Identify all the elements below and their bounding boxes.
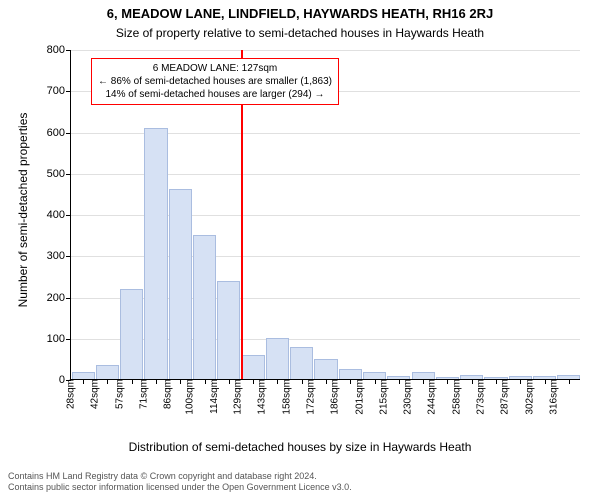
xtick-label: 158sqm bbox=[275, 379, 292, 415]
ytick-label: 300 bbox=[47, 250, 71, 262]
xtick-label: 273sqm bbox=[470, 379, 487, 415]
xtick-label: 129sqm bbox=[227, 379, 244, 415]
xtick-label: 287sqm bbox=[494, 379, 511, 415]
xtick-label: 143sqm bbox=[251, 379, 268, 415]
bar bbox=[314, 359, 337, 379]
bar bbox=[193, 235, 216, 379]
xtick-mark bbox=[569, 379, 570, 384]
bar bbox=[96, 365, 119, 379]
bar bbox=[339, 369, 362, 379]
bar bbox=[144, 128, 167, 379]
bar bbox=[363, 372, 386, 379]
annotation-box: 6 MEADOW LANE: 127sqm← 86% of semi-detac… bbox=[91, 58, 339, 105]
xtick-label: 258sqm bbox=[445, 379, 462, 415]
ytick-label: 400 bbox=[47, 209, 71, 221]
histogram-chart: 6, MEADOW LANE, LINDFIELD, HAYWARDS HEAT… bbox=[0, 0, 600, 500]
ytick-label: 800 bbox=[47, 44, 71, 56]
annotation-line: 6 MEADOW LANE: 127sqm bbox=[98, 62, 332, 75]
gridline bbox=[71, 50, 580, 51]
annotation-line: 14% of semi-detached houses are larger (… bbox=[98, 88, 332, 101]
xtick-label: 86sqm bbox=[157, 379, 174, 409]
chart-title: 6, MEADOW LANE, LINDFIELD, HAYWARDS HEAT… bbox=[0, 6, 600, 21]
xtick-label: 114sqm bbox=[203, 379, 220, 414]
bar bbox=[242, 355, 265, 379]
xtick-label: 201sqm bbox=[348, 379, 365, 415]
bar bbox=[169, 189, 192, 379]
footer-attribution: Contains HM Land Registry data © Crown c… bbox=[8, 471, 352, 494]
xtick-label: 57sqm bbox=[108, 379, 125, 409]
xtick-label: 71sqm bbox=[132, 379, 149, 409]
footer-line: Contains public sector information licen… bbox=[8, 482, 352, 494]
bar bbox=[412, 372, 435, 379]
bar bbox=[217, 281, 240, 379]
bar bbox=[120, 289, 143, 379]
annotation-line: ← 86% of semi-detached houses are smalle… bbox=[98, 75, 332, 88]
x-axis-label: Distribution of semi-detached houses by … bbox=[0, 440, 600, 454]
xtick-label: 172sqm bbox=[300, 379, 317, 415]
footer-line: Contains HM Land Registry data © Crown c… bbox=[8, 471, 352, 483]
plot-area: 010020030040050060070080028sqm42sqm57sqm… bbox=[70, 50, 580, 380]
xtick-label: 186sqm bbox=[324, 379, 341, 415]
y-axis-label: Number of semi-detached properties bbox=[16, 60, 30, 360]
xtick-label: 230sqm bbox=[397, 379, 414, 415]
xtick-label: 316sqm bbox=[543, 379, 560, 415]
bar bbox=[72, 372, 95, 379]
xtick-label: 215sqm bbox=[373, 379, 390, 415]
ytick-label: 100 bbox=[47, 333, 71, 345]
ytick-label: 500 bbox=[47, 168, 71, 180]
xtick-label: 100sqm bbox=[178, 379, 195, 415]
ytick-label: 700 bbox=[47, 85, 71, 97]
xtick-label: 28sqm bbox=[60, 379, 77, 409]
ytick-label: 200 bbox=[47, 292, 71, 304]
xtick-label: 302sqm bbox=[518, 379, 535, 415]
xtick-label: 244sqm bbox=[421, 379, 438, 415]
xtick-label: 42sqm bbox=[84, 379, 101, 409]
ytick-label: 600 bbox=[47, 127, 71, 139]
chart-subtitle: Size of property relative to semi-detach… bbox=[0, 26, 600, 40]
bar bbox=[266, 338, 289, 379]
bar bbox=[290, 347, 313, 379]
